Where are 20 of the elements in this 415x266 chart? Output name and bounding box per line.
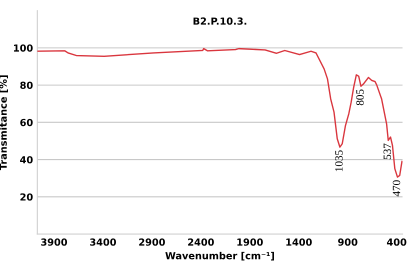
text: B2.P.10.3. <box>194 17 246 25</box>
x-tick-label: 400 <box>386 238 406 246</box>
y-tick-label: 80 <box>20 82 33 89</box>
x-axis-title: Wavenumber [cm⁻¹] <box>165 252 274 260</box>
x-tick-label: 900 <box>338 238 358 246</box>
x-tick-label: 3900 <box>41 238 68 246</box>
annotation: 537 <box>384 144 392 160</box>
x-tick-label: 1400 <box>286 238 312 246</box>
y-tick-label: 20 <box>20 193 33 201</box>
x-tick-label: 1900 <box>237 238 263 246</box>
x-tick-label: 3400 <box>90 238 116 246</box>
y-tick-label: 60 <box>20 118 33 126</box>
y-tick-label: 40 <box>20 156 33 164</box>
line-series <box>37 48 403 178</box>
x-tick-label: 2900 <box>139 238 165 246</box>
annotation: 1035 <box>335 150 343 172</box>
annotation: 805 <box>356 89 364 106</box>
annotation: 470 <box>392 180 400 196</box>
y-tick-label: 100 <box>14 44 33 52</box>
x-tick-label: 2400 <box>188 238 214 246</box>
